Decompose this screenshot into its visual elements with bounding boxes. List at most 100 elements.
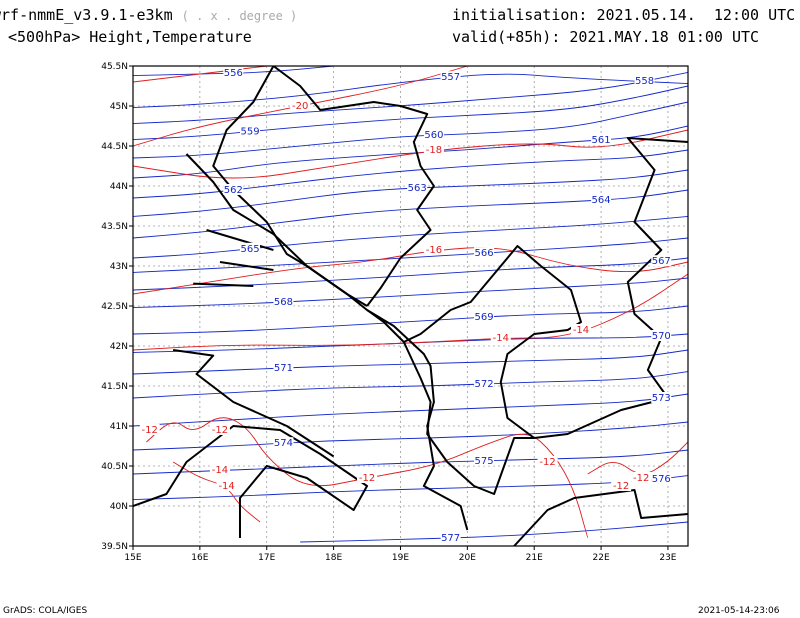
contour-label: -12 [539,457,555,468]
height-contour-572 [133,371,688,399]
projection-note: ( . x . degree ) [181,9,298,23]
border-line [366,137,688,439]
contour-label: 558 [635,76,654,87]
init-time: initialisation: 2021.05.14. 12:00 UTC [452,6,795,24]
contour-label: 568 [274,297,293,308]
border-line [513,489,688,546]
height-contour-576 [133,475,688,501]
contour-label: -14 [493,333,509,344]
contour-label-bg [273,437,294,449]
contour-label: -12 [212,425,228,436]
init-value: 2021.05.14. 12:00 UTC [596,6,796,24]
contour-label: -14 [218,481,234,492]
height-contour-568 [133,277,688,309]
contour-label: 567 [652,256,671,267]
lat-tick-label: 42.5N [101,302,128,312]
contour-label-bg [273,362,294,373]
border-line [402,341,535,495]
contour-labels: 556 557 558 559 560 561 562 563 564 565 566 567 568 5… [139,67,672,544]
temperature-contour [133,273,688,351]
contour-label-bg [216,480,237,491]
lat-tick-label: 45.5N [101,62,128,72]
contour-label: 572 [475,379,494,390]
contour-label: 566 [475,248,494,259]
contour-label-bg [273,296,294,307]
lat-tick-label: 42N [110,342,128,352]
contour-label: -20 [292,101,308,112]
height-contour-573 [133,393,688,427]
contour-label: 577 [441,533,460,544]
contour-label: 557 [441,72,460,83]
model-title: wrf-nmmE_v3.9.1-e3km ( . x . degree ) [0,6,298,24]
height-contour-567 [133,257,688,291]
valid-value: 2021.MAY.18 01:00 UTC [569,28,760,46]
lat-tick-label: 39.5N [101,542,128,552]
lat-tick-label: 45N [110,102,128,112]
height-contour-577 [300,521,688,543]
contour-label-bg [290,100,311,111]
contour-label-bg [423,244,444,255]
contour-label: -14 [212,465,228,476]
contour-label: 563 [408,183,427,194]
contour-label-bg [209,424,230,435]
contour-label-bg [474,247,495,259]
contour-label: -12 [633,473,649,484]
contour-label-bg [423,129,444,141]
contour-label: 569 [475,312,494,323]
contour-label-bg [474,454,495,466]
lon-tick-label: 20E [459,553,476,563]
lat-tick-label: 44.5N [101,142,128,152]
contour-label: -14 [573,325,589,336]
contour-label-bg [407,182,428,193]
timestamp: 2021-05-14-23:06 [698,606,780,616]
contour-label: -12 [142,425,158,436]
border-line [133,425,369,538]
contour-label-bg [537,456,558,467]
height-contour-562 [133,149,688,199]
contour-label: 571 [274,363,293,374]
lon-tick-label: 15E [124,553,141,563]
contour-label-bg [651,255,672,267]
contour-label-bg [571,324,592,335]
temperature-contour [587,441,688,475]
lat-tick-label: 44N [110,182,128,192]
valid-time: valid(+85h): 2021.MAY.18 01:00 UTC [452,28,759,46]
border-line [206,229,274,251]
contour-label-bg [634,75,655,87]
contour-label-bg [240,125,261,137]
country-borders [133,66,688,546]
lon-tick-label: 16E [191,553,208,563]
border-line [219,261,274,271]
contour-label: 561 [592,135,611,146]
contour-label-bg [223,67,244,79]
contour-label-bg [139,424,160,435]
product-title: <500hPa> Height,Temperature [8,28,252,46]
height-contour-575 [133,449,688,475]
contour-label: 570 [652,331,671,342]
contour-label: 574 [274,438,293,449]
contour-label-bg [591,194,612,205]
lat-tick-label: 43.5N [101,222,128,232]
contour-label-bg [651,472,672,484]
lon-tick-label: 18E [325,553,342,563]
contour-label: -18 [426,145,442,156]
contour-label-bg [611,480,632,491]
contour-label-bg [440,71,461,83]
contour-label-bg [474,311,495,323]
lon-tick-label: 21E [526,553,543,563]
contour-label: 565 [240,244,259,255]
height-contour-559 [133,85,688,141]
contour-label-bg [240,242,261,254]
lat-tick-label: 41N [110,422,128,432]
height-contour-560 [133,101,688,159]
lat-tick-label: 43N [110,262,128,272]
lon-tick-label: 23E [659,553,676,563]
lon-tick-label: 17E [258,553,275,563]
lat-tick-label: 40.5N [101,462,128,472]
height-contour-571 [133,349,688,375]
contour-label: 575 [475,456,494,467]
contour-label: 560 [424,130,443,141]
temperature-contour [146,417,589,539]
contour-label-bg [651,330,672,341]
